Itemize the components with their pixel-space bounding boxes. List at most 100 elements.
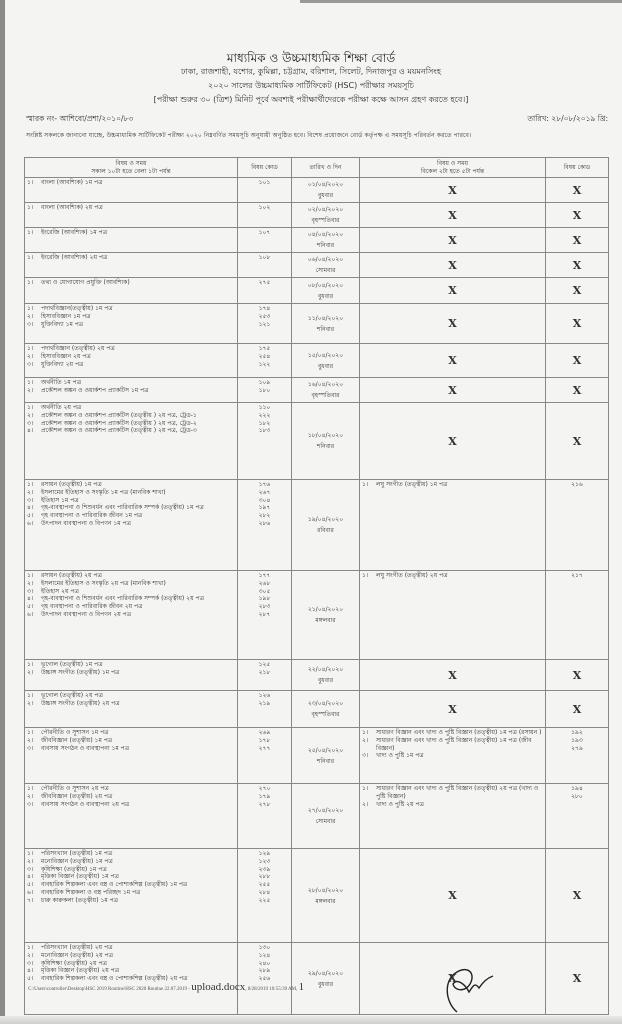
subject-number: ১। [27, 785, 34, 792]
table-row: ১। পৌরনীতি ও সুশাসন ১ম পত্র ২। জীববিজ্ঞান (… [24, 727, 609, 784]
subject-code: ২৭৭ [258, 744, 271, 752]
subject-code: ২৫৬ [258, 975, 271, 983]
subject-number: ২। [27, 699, 34, 707]
no-exam-mark: X [359, 343, 546, 378]
subject-name: প্রকৌশল অঙ্কন ও ওয়ার্কশপ প্র্যাকটিস (তত… [41, 427, 197, 435]
subject-code: ২২২ [258, 411, 271, 419]
exam-day: বৃহস্পতিবার [311, 217, 340, 224]
subject-line: ১। ভূগোল (তত্ত্বীয়) ২য় পত্র [27, 692, 235, 700]
signature [446, 968, 494, 1013]
exam-date: ২৮/০৪/২০২০ [307, 886, 344, 894]
scan-edge-top [300, 0, 622, 3]
morning-codes: ১২৬ ২১৯ [237, 690, 292, 728]
subject-number: ৩। [27, 360, 34, 368]
subject-line: ২। ইসলামের ইতিহাস ও সংস্কৃতি ১ম পত্র (মান… [27, 489, 235, 497]
afternoon-codes: ২১৭ [545, 570, 609, 660]
subject-number: ৪। [27, 504, 34, 512]
morning-subjects: ১। পৌরনীতি ও সুশাসন ২য় পত্র ২। জীববিজ্ঞান … [24, 783, 238, 849]
afternoon-codes: ১৯৪ ২৮০ [545, 783, 609, 849]
subject-number: ৬। [27, 610, 34, 618]
subject-code: ২১৬ [571, 481, 583, 488]
no-exam-mark: X [359, 277, 546, 304]
table-row: ১। পদার্থবিজ্ঞান (তত্ত্বীয়) ২য় পত্র ২। হি… [24, 343, 609, 378]
morning-subjects: ১। রসায়ন (তত্ত্বীয়) ২য় পত্র ২। ইসলামের ই… [24, 570, 238, 660]
subject-number: ৩। [27, 419, 34, 427]
no-exam-mark: X [359, 227, 546, 253]
exam-day: রবিবার [317, 527, 334, 534]
subject-number: ১। [362, 729, 369, 736]
table-row: ১। ভূগোল (তত্ত্বীয়) ২য় পত্র ২। উচ্চাঙ্গ স… [24, 690, 609, 728]
subject-name: ইংরেজি (আবশ্যিক) ২য় পত্র [41, 254, 108, 261]
table-row: ১। ইংরেজি (আবশ্যিক) ২য় পত্র ১০৮ ০৬/০৪/২০২০… [24, 252, 609, 278]
table-row: ১। তথ্য ও যোগাযোগ প্রযুক্তি (আবশ্যিক) ২৭৫ ০… [24, 277, 609, 304]
subject-line: ১। পদার্থবিজ্ঞান(তত্ত্বীয়) ১ম পত্র [27, 305, 235, 313]
exam-date-day: ১৬/০৪/২০২০ বৃহস্পতিবার [291, 377, 360, 403]
exam-day: বুধবার [317, 192, 334, 199]
morning-subjects: ১। তথ্য ও যোগাযোগ প্রযুক্তি (আবশ্যিক) [24, 277, 238, 304]
subject-number: ২। [27, 668, 34, 676]
subject-name: কৃষিশিক্ষা (তত্ত্বীয়) ২য় পত্র [41, 959, 107, 967]
subject-number: ১। [362, 572, 369, 579]
subject-line: ১। লঘু সংগীত (তত্ত্বীয়) ২য় পত্র [362, 572, 543, 580]
exam-date-day: ২৫/০৪/২০২০ শনিবার [291, 727, 360, 784]
subject-number: ৭। [27, 896, 34, 904]
exam-date-day: ০১/০৪/২০২০ বুধবার [291, 177, 360, 203]
morning-codes: ১২৫ ২১৮ [237, 659, 292, 691]
subject-line: ২। জীববিজ্ঞান (তত্ত্বীয়) ২য় পত্র [27, 793, 235, 801]
morning-codes: ১০৮ [237, 252, 292, 278]
subject-name: কৃষিশিক্ষা (তত্ত্বীয়) ১ম পত্র [41, 865, 107, 873]
subject-number: ৩। [27, 959, 34, 967]
subject-name: ভূগোল (তত্ত্বীয়) ১ম পত্র [41, 661, 103, 668]
subject-number: ২। [27, 411, 34, 419]
subject-line: ১। ভূগোল (তত্ত্বীয়) ১ম পত্র [27, 661, 235, 669]
exam-date-day: ২৩/০৪/২০২০ বৃহস্পতিবার [291, 690, 360, 728]
subject-name: খাদ্য ও পুষ্টি ১ম পত্র [376, 752, 424, 760]
subject-name: প্রকৌশল অঙ্কন ও ওয়ার্কশপ প্র্যাকটিস ১ম … [41, 386, 149, 394]
subject-code: ১৭৮ [258, 736, 271, 744]
no-exam-mark: X [545, 343, 609, 378]
exam-day: বৃহস্পতিবার [311, 711, 340, 718]
subject-number: ১। [27, 850, 34, 857]
subject-code: ২৮০ [571, 792, 583, 800]
exam-day: বৃহস্পতিবার [311, 392, 340, 399]
morning-codes: ১৭৪ ২৫৩ ১২১ [237, 303, 292, 344]
subject-number: ৩। [27, 320, 34, 328]
subject-code: ২৮৭ [258, 610, 271, 618]
subject-name: খাদ্য ও পুষ্টি ২য় পত্র [376, 800, 424, 808]
subject-code: ১০৮ [258, 254, 271, 261]
subject-number: ৪। [27, 873, 34, 881]
subject-line: ৫। গৃহ ব্যবস্থাপনা ও পারিবারিক জীবন ২য় প… [27, 603, 235, 611]
table-row: ১। ইংরেজি (আবশ্যিক) ১ম পত্র ১০৭ ০৪/০৪/২০২০ শ… [24, 227, 609, 253]
no-exam-mark: X [545, 303, 609, 344]
subject-name: যুক্তিবিদ্যা ২য় পত্র [41, 360, 84, 368]
notice-text: সংশ্লিষ্ট সকলকে জানানো যাচ্ছে, উচ্চমাধ্য… [26, 132, 472, 139]
subject-name: গৃহ-ব্যবস্থাপনা ও শিশুবর্ধন এবং পারিবারি… [41, 504, 204, 512]
subject-name: ব্যবহারিক শিল্পকলা ও বস্ত্র পরিচ্ছদ ১ম প… [41, 888, 141, 896]
morning-codes: ২৭০ ১৭৯ ২৭৮ [237, 783, 292, 849]
subject-line: ৩। ব্যবসায় সংগঠন ও ব্যবস্থাপনা ১ম পত্র [27, 745, 235, 753]
subject-line: ২। উচ্চাঙ্গ সংগীত (তত্ত্বীয়) ১ম পত্র [27, 669, 235, 677]
exam-date: ০৬/০৪/২০২০ [307, 256, 344, 263]
subject-number: ২। [27, 951, 34, 959]
subject-number: ৩। [27, 800, 34, 808]
morning-subjects: ১। পৌরনীতি ও সুশাসন ১ম পত্র ২। জীববিজ্ঞান (… [24, 727, 238, 784]
no-exam-mark: X [545, 377, 609, 403]
scan-edge [0, 0, 5, 1024]
subject-line: ১। বাংলা (আবশ্যিক) ১ম পত্র [27, 179, 235, 187]
subject-number: ৪। [27, 595, 34, 603]
subject-name: লঘু সংগীত (তত্ত্বীয়) ১ম পত্র [376, 481, 448, 488]
no-exam-mark: X [359, 942, 546, 1015]
subject-name: ইতিহাস ২য় পত্র [41, 587, 79, 595]
morning-codes: ১৭৭ ২৬৮ ৩০৫ ১৯৮ ২৮৩ ২৮৭ [237, 570, 292, 660]
subject-number: ১। [27, 204, 34, 211]
subject-number: ৪। [27, 427, 34, 435]
subject-number: ২। [27, 352, 34, 360]
afternoon-subjects: ১। সাধারণ বিজ্ঞান এবং খাদ্য ও পুষ্টি বিজ্… [359, 783, 546, 849]
exam-instruction: [পরীক্ষা শুরুর ৩০ (ত্রিশ) মিনিট পূর্বে অ… [153, 95, 469, 104]
subject-name: হিসাববিজ্ঞান ১ম পত্র [41, 312, 91, 320]
subject-line: ১। তথ্য ও যোগাযোগ প্রযুক্তি (আবশ্যিক) [27, 279, 235, 287]
subject-code: ১৯৪ [571, 785, 583, 792]
subject-name: চারু কারুকলা (তত্ত্বীয়) ১ম পত্র [41, 896, 119, 904]
subject-number: ২। [362, 800, 369, 808]
morning-subjects: ১। পদার্থবিজ্ঞান (তত্ত্বীয়) ২য় পত্র ২। হি… [24, 343, 238, 378]
